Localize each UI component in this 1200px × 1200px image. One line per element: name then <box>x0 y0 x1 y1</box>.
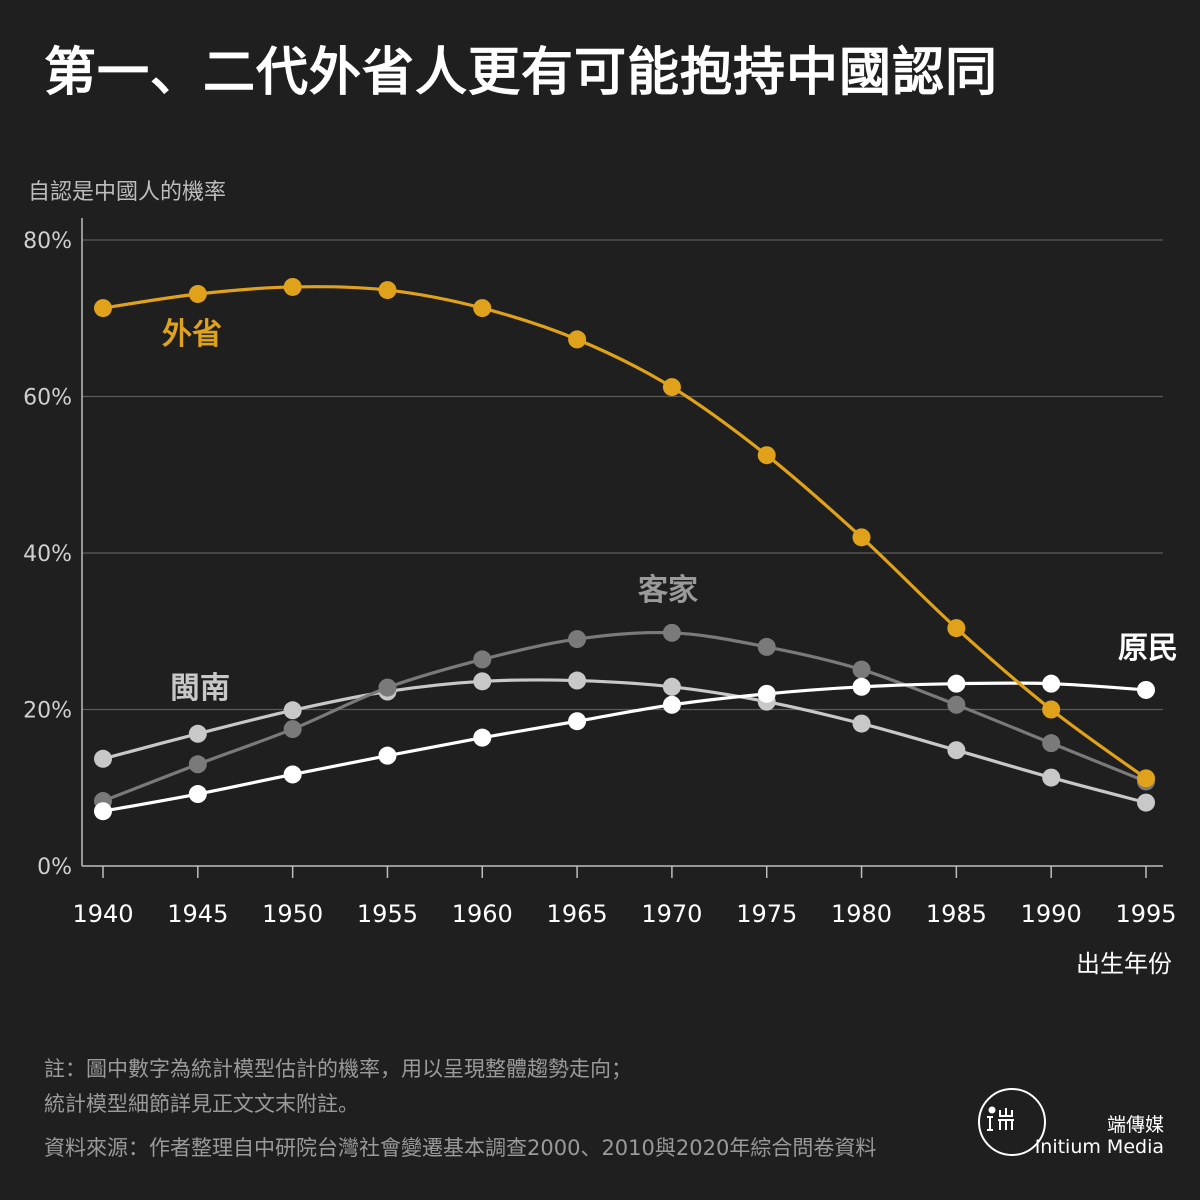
data-point <box>1137 793 1155 812</box>
data-point <box>662 378 681 397</box>
data-point <box>852 677 871 696</box>
data-point <box>662 677 681 696</box>
data-point <box>662 695 681 714</box>
x-tick-label: 1990 <box>1021 900 1082 928</box>
series-label: 閩南 <box>170 671 230 706</box>
x-axis-label: 出生年份 <box>1076 950 1172 978</box>
series-3 <box>94 674 1155 821</box>
data-point <box>378 281 397 300</box>
data-point <box>852 528 871 547</box>
data-point <box>1137 680 1155 699</box>
data-point <box>283 765 302 784</box>
data-point <box>947 741 966 760</box>
series-line <box>101 681 1148 813</box>
data-point <box>1042 768 1061 787</box>
x-tick-labels: 1940 1945 1950 1955 1960 1965 1970 1975 1980 1985… <box>72 900 1176 928</box>
y-tick-label: 20% <box>23 699 72 724</box>
data-point <box>473 672 492 691</box>
initium-logo-icon <box>978 1088 1046 1156</box>
x-tick-label: 1980 <box>831 900 892 928</box>
data-point <box>378 746 397 765</box>
series-lines <box>94 277 1155 821</box>
data-point <box>568 671 587 690</box>
data-point <box>188 284 207 303</box>
data-point <box>473 299 492 318</box>
chart-title: 第一、二代外省人更有可能抱持中國認同 <box>44 43 999 103</box>
data-point <box>757 637 776 656</box>
data-point <box>947 695 966 714</box>
data-point <box>568 630 587 649</box>
y-tick-label: 60% <box>23 386 72 411</box>
series-line <box>101 678 1148 805</box>
grid-lines <box>82 239 1163 711</box>
x-tick-label: 1965 <box>547 900 608 928</box>
note-line-2: 統計模型細節詳見正文文末附註。 <box>44 1092 359 1116</box>
x-tick-label: 1945 <box>167 900 228 928</box>
x-tick-label: 1960 <box>452 900 513 928</box>
y-axis-label: 自認是中國人的機率 <box>28 180 227 205</box>
data-point <box>568 330 587 349</box>
series-4 <box>94 277 1155 788</box>
data-point <box>94 802 112 821</box>
data-point <box>283 701 302 720</box>
data-point <box>283 720 302 739</box>
data-point <box>188 785 207 804</box>
data-source: 資料來源：作者整理自中研院台灣社會變遷基本調查2000、2010與2020年綜合… <box>44 1136 877 1160</box>
series-label: 客家 <box>638 573 698 608</box>
data-point <box>947 619 966 638</box>
data-point <box>757 684 776 703</box>
y-tick-label: 40% <box>23 542 72 567</box>
x-tick-label: 1940 <box>72 900 133 928</box>
data-point <box>1042 734 1061 753</box>
data-point <box>1042 700 1061 719</box>
data-point <box>568 712 587 731</box>
data-point <box>283 277 302 296</box>
data-point <box>94 749 112 768</box>
data-point <box>94 299 112 318</box>
data-point <box>852 660 871 679</box>
y-tick-labels: 0% 20% 40% 60% 80% <box>23 229 72 880</box>
series-label: 原民 <box>1118 631 1178 666</box>
data-point <box>852 714 871 733</box>
x-tick-label: 1995 <box>1115 900 1176 928</box>
data-point <box>1042 674 1061 693</box>
data-point <box>757 446 776 465</box>
data-point <box>662 623 681 642</box>
series-1 <box>94 671 1155 812</box>
brand-name-english: Initium Media <box>1034 1136 1164 1158</box>
data-point <box>473 650 492 669</box>
data-point <box>378 678 397 697</box>
y-tick-label: 80% <box>23 229 72 254</box>
x-tick-label: 1970 <box>641 900 702 928</box>
series-line <box>101 630 1148 803</box>
data-point <box>188 724 207 743</box>
brand-name-chinese: 端傳媒 <box>1106 1114 1164 1136</box>
data-point <box>1137 769 1155 788</box>
data-point <box>473 728 492 747</box>
data-point <box>947 674 966 693</box>
x-tick-label: 1950 <box>262 900 323 928</box>
y-tick-label: 0% <box>37 855 72 880</box>
axes <box>81 218 1163 878</box>
x-tick-label: 1975 <box>736 900 797 928</box>
data-point <box>188 755 207 774</box>
series-line <box>101 285 1148 780</box>
x-tick-label: 1955 <box>357 900 418 928</box>
series-label: 外省 <box>162 317 222 352</box>
x-tick-label: 1985 <box>926 900 987 928</box>
note-line-1: 註：圖中數字為統計模型估計的機率，用以呈現整體趨勢走向； <box>44 1057 632 1081</box>
